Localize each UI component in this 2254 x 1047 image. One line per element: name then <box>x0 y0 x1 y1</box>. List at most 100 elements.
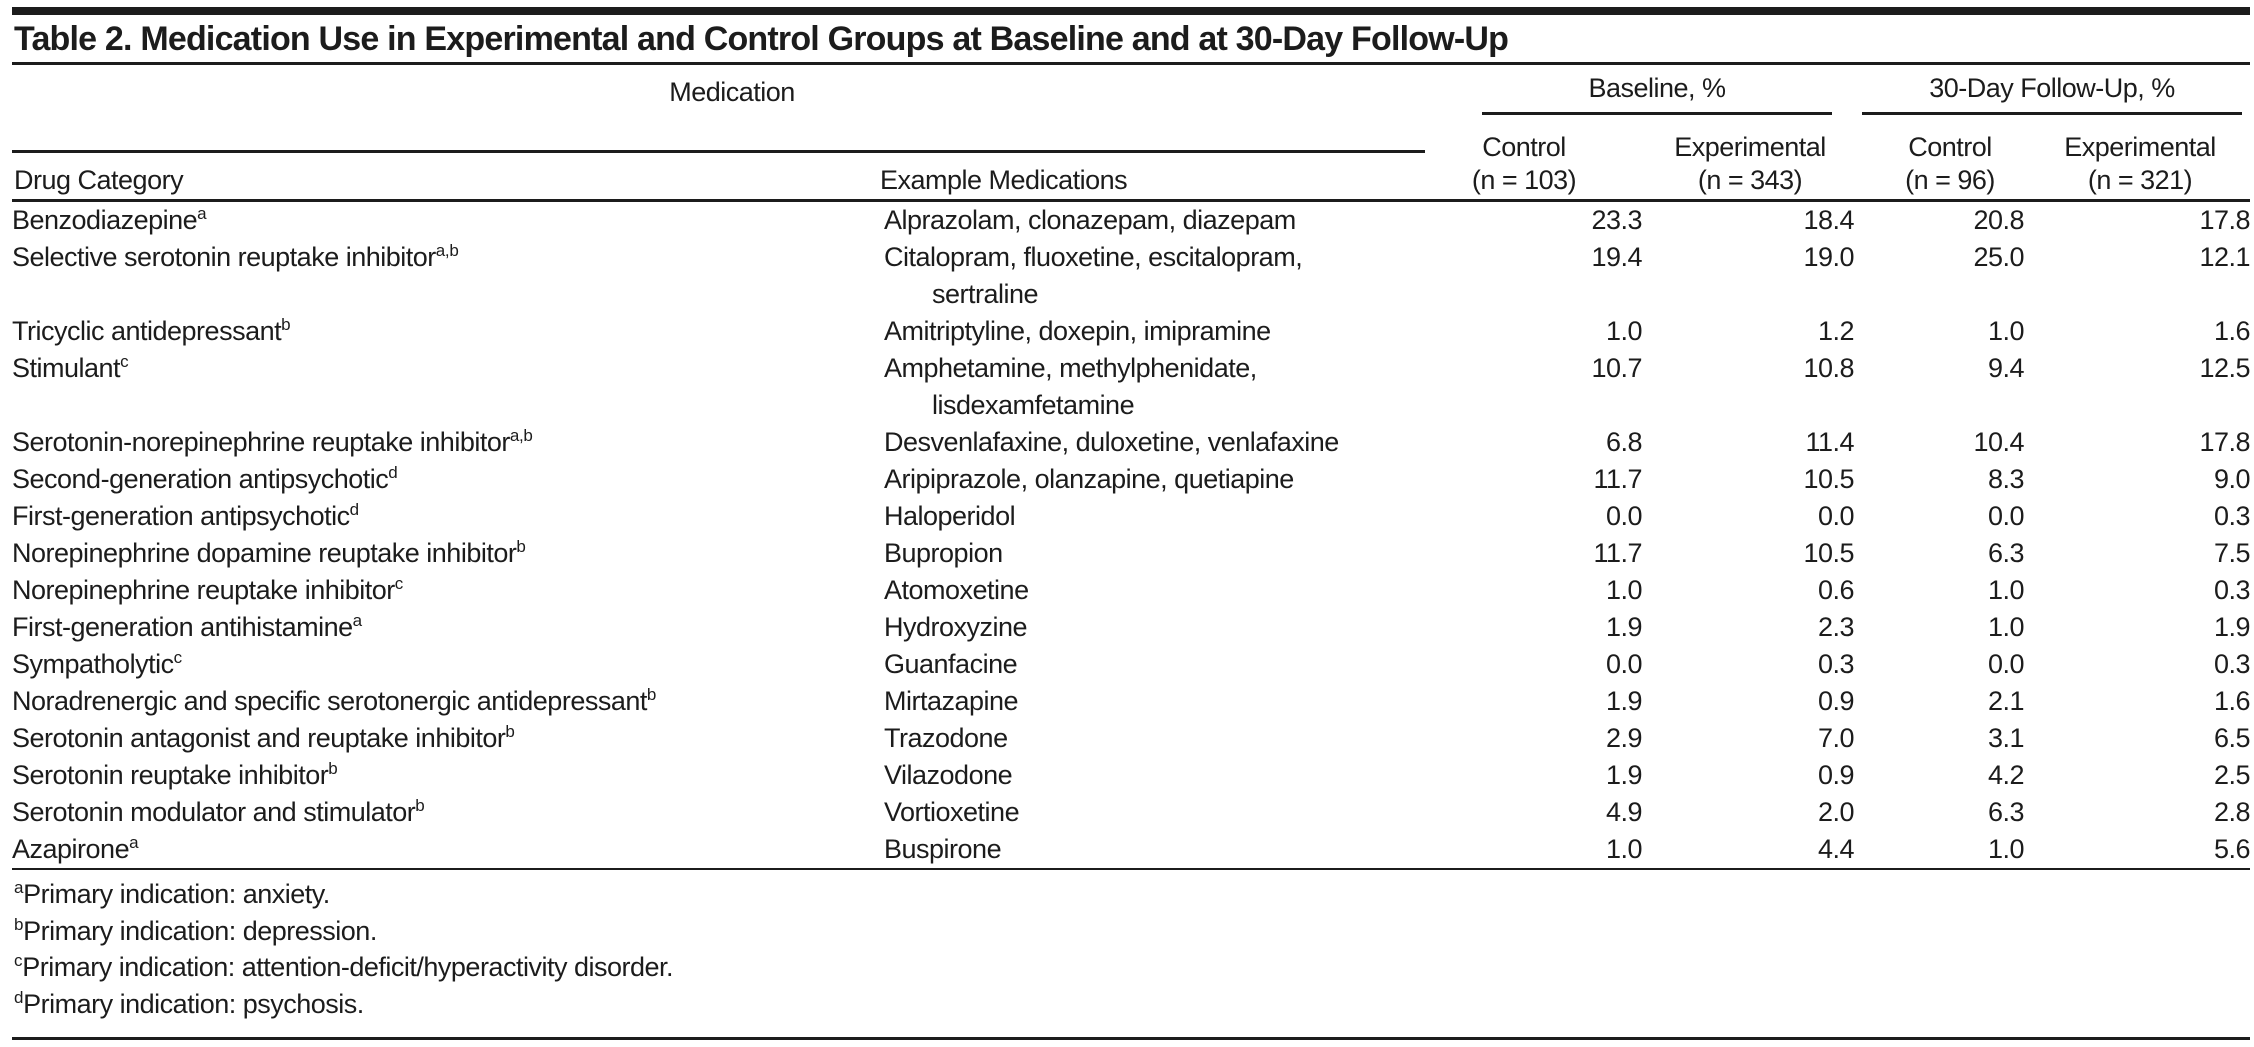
drug-category-footnote-marker: b <box>516 537 526 556</box>
example-medications-text: Buspirone <box>884 834 1002 864</box>
footnote-marker: d <box>14 987 24 1007</box>
drug-category-footnote-marker: a,b <box>435 241 459 260</box>
cell-baseline-control-value: 0.0 <box>1605 501 1643 531</box>
column-header-drug-category: Drug Category <box>14 165 184 195</box>
footnote-marker: c <box>14 951 23 970</box>
cell-baseline-control-value: 10.7 <box>1591 353 1642 383</box>
cell-baseline-control-value: 1.9 <box>1605 686 1643 716</box>
cell-baseline-control-value: 1.9 <box>1605 612 1643 642</box>
cell-example-medications: Atomoxetine <box>884 572 1452 609</box>
cell-baseline-experimental-value: 4.4 <box>1817 834 1855 864</box>
column-header-followup-control-label: Control <box>1908 132 1992 162</box>
cell-followup-control-value: 0.0 <box>1987 649 2025 679</box>
cell-followup-control-value: 6.3 <box>1987 797 2025 827</box>
table-row: Noradrenergic and specific serotonergic … <box>12 683 2251 720</box>
column-header-example-medications: Example Medications <box>880 165 1128 195</box>
cell-followup-control-value: 1.0 <box>1987 834 2025 864</box>
cell-example-medications: Vortioxetine <box>884 794 1452 831</box>
table-row: Sympatholyticc Guanfacine 0.0 0.3 0.0 0.… <box>12 646 2251 683</box>
cell-baseline-control-value: 4.9 <box>1605 797 1643 827</box>
cell-baseline-experimental-value: 11.4 <box>1805 427 1854 457</box>
example-medications-text: Haloperidol <box>884 501 1016 531</box>
drug-category-text: First-generation antipsychotic <box>12 501 350 531</box>
medication-table: Benzodiazepinea Alprazolam, clonazepam, … <box>12 202 2251 870</box>
example-medications-text: Mirtazapine <box>884 686 1019 716</box>
cell-followup-control-value: 6.3 <box>1987 538 2025 568</box>
drug-category-footnote-marker: a,b <box>509 426 533 445</box>
cell-baseline-experimental-value: 2.0 <box>1817 797 1855 827</box>
cell-baseline-control-value: 19.4 <box>1591 242 1642 272</box>
column-header-followup-experimental-n: (n = 321) <box>2087 165 2193 195</box>
drug-category-footnote-marker: b <box>328 759 338 778</box>
cell-followup-experimental-value: 7.5 <box>2213 538 2251 568</box>
example-medications-text: Vortioxetine <box>884 797 1020 827</box>
cell-followup-experimental-value: 17.8 <box>2199 427 2250 457</box>
example-medications-text: Amphetamine, methylphenidate, <box>884 353 1257 383</box>
cell-followup-control-value: 1.0 <box>1987 575 2025 605</box>
drug-category-text: Selective serotonin reuptake inhibitor <box>12 242 436 272</box>
cell-baseline-control-value: 11.7 <box>1593 538 1642 568</box>
column-header-followup-control-n: (n = 96) <box>1905 165 1995 195</box>
cell-example-medications: Hydroxyzine <box>884 609 1452 646</box>
cell-baseline-control-value: 11.7 <box>1593 464 1642 494</box>
drug-category-footnote-marker: c <box>120 352 129 371</box>
footnote-text: Primary indication: attention-deficit/hy… <box>22 952 674 982</box>
footnotes-section: aPrimary indication: anxiety. bPrimary i… <box>12 870 2250 1040</box>
cell-baseline-experimental-value: 18.4 <box>1803 205 1854 235</box>
cell-example-medications: Haloperidol <box>884 498 1452 535</box>
table-row: Norepinephrine reuptake inhibitorc Atomo… <box>12 572 2251 609</box>
cell-drug-category: Sympatholyticc <box>12 646 884 683</box>
table-row: Serotonin-norepinephrine reuptake inhibi… <box>12 424 2251 461</box>
drug-category-text: Serotonin-norepinephrine reuptake inhibi… <box>12 427 510 457</box>
drug-category-text: Noradrenergic and specific serotonergic … <box>12 686 647 716</box>
example-medications-text: Atomoxetine <box>884 575 1029 605</box>
drug-category-footnote-marker: a <box>352 611 362 630</box>
table-row: Serotonin modulator and stimulatorb Vort… <box>12 794 2251 831</box>
example-medications-text: Desvenlafaxine, duloxetine, venlafaxine <box>884 427 1339 457</box>
cell-drug-category: Benzodiazepinea <box>12 202 884 239</box>
footnote-text: Primary indication: psychosis. <box>23 988 364 1019</box>
cell-followup-control-value: 20.8 <box>1973 205 2024 235</box>
cell-drug-category: Second-generation antipsychoticd <box>12 461 884 498</box>
footnote-text: Primary indication: anxiety. <box>23 879 330 909</box>
cell-followup-control-value: 4.2 <box>1987 760 2025 790</box>
cell-example-medications: Alprazolam, clonazepam, diazepam <box>884 202 1452 239</box>
cell-drug-category: First-generation antihistaminea <box>12 609 884 646</box>
cell-example-medications: Bupropion <box>884 535 1452 572</box>
cell-followup-experimental-value: 12.1 <box>2199 242 2250 272</box>
spanner-rule-baseline <box>1482 112 1832 115</box>
cell-drug-category: Noradrenergic and specific serotonergic … <box>12 683 884 720</box>
cell-followup-control-value: 8.3 <box>1987 464 2025 494</box>
cell-baseline-experimental-value: 7.0 <box>1817 723 1855 753</box>
cell-baseline-experimental-value: 1.2 <box>1817 316 1855 346</box>
column-header-followup-control: Control (n = 96) <box>1850 131 2050 197</box>
table-row: Norepinephrine dopamine reuptake inhibit… <box>12 535 2251 572</box>
table-header: Medication Baseline, % 30-Day Follow-Up,… <box>12 65 2250 202</box>
drug-category-footnote-marker: a <box>129 833 139 852</box>
example-medications-wrap-text: lisdexamfetamine <box>932 390 1135 420</box>
cell-baseline-experimental-value: 10.5 <box>1803 464 1854 494</box>
cell-baseline-control-value: 1.0 <box>1605 834 1643 864</box>
top-rule <box>12 7 2250 15</box>
cell-baseline-experimental-value: 0.9 <box>1817 760 1855 790</box>
drug-category-text: Sympatholytic <box>12 649 174 679</box>
footnote-item: cPrimary indication: attention-deficit/h… <box>14 949 2250 986</box>
footnote-marker: a <box>14 878 24 897</box>
cell-example-medications: Mirtazapine <box>884 683 1452 720</box>
cell-drug-category: Norepinephrine dopamine reuptake inhibit… <box>12 535 884 572</box>
cell-baseline-experimental-value: 10.8 <box>1803 353 1854 383</box>
drug-category-footnote-marker: c <box>394 574 404 593</box>
drug-category-footnote-marker: d <box>349 500 359 519</box>
drug-category-footnote-marker: d <box>388 463 398 482</box>
table-row: First-generation antihistaminea Hydroxyz… <box>12 609 2251 646</box>
cell-followup-experimental-value: 1.6 <box>2213 316 2251 346</box>
cell-baseline-control-value: 2.9 <box>1605 723 1643 753</box>
drug-category-text: Serotonin reuptake inhibitor <box>12 760 329 790</box>
column-header-baseline-experimental: Experimental (n = 343) <box>1620 131 1880 197</box>
cell-baseline-experimental-value: 10.5 <box>1803 538 1854 568</box>
table-row: First-generation antipsychoticd Haloperi… <box>12 498 2251 535</box>
cell-drug-category: Azapironea <box>12 831 884 869</box>
col-spanner-followup: 30-Day Follow-Up, % <box>1929 73 2175 103</box>
cell-followup-experimental-value: 1.6 <box>2213 686 2251 716</box>
cell-baseline-experimental-value: 0.3 <box>1817 649 1855 679</box>
